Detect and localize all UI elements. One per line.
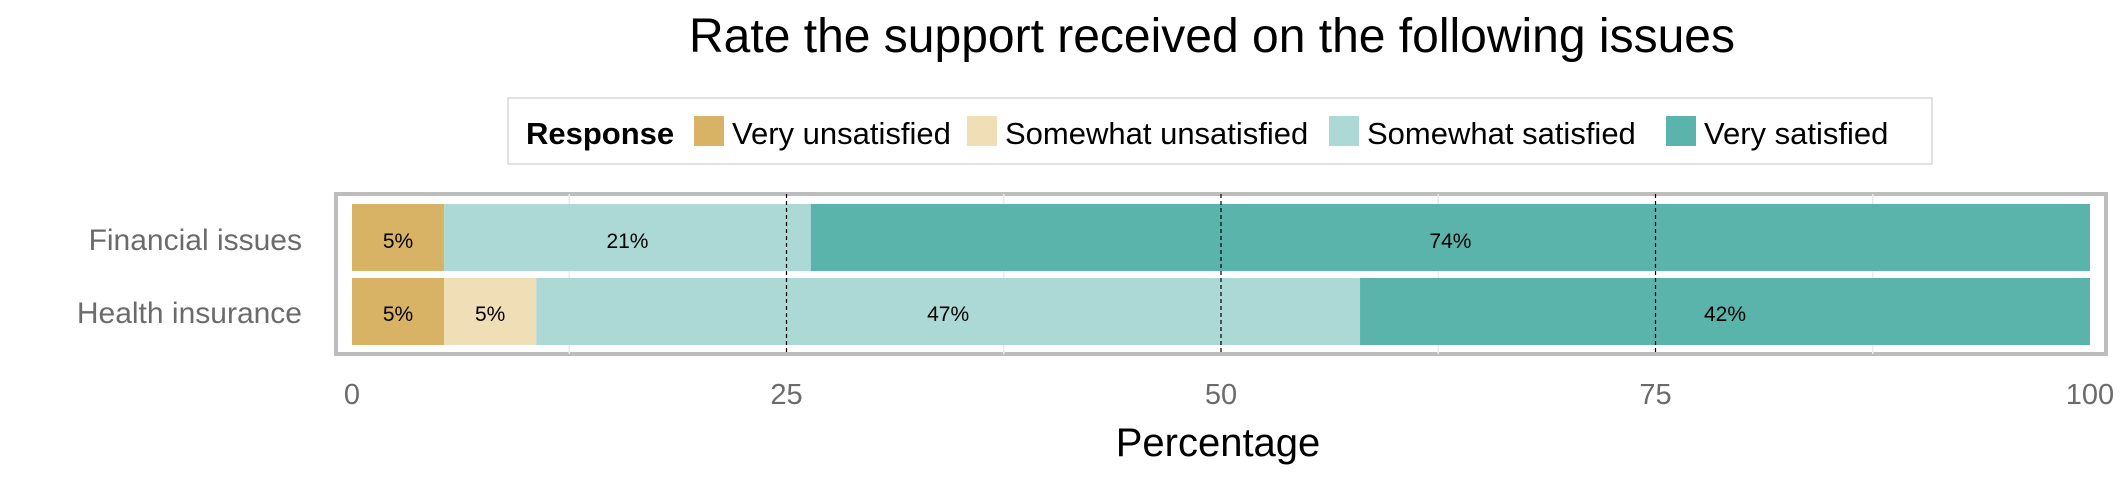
bar-segment (810, 204, 2090, 271)
bar-segment (536, 278, 1361, 345)
bar-value-label: 74% (1429, 230, 1471, 253)
x-axis-title: Percentage (1116, 421, 1321, 465)
bar-value-label: 5% (475, 303, 505, 326)
legend-swatch (694, 116, 724, 146)
bar-segment (444, 204, 811, 271)
legend-label: Very satisfied (1704, 116, 1888, 151)
legend-label: Somewhat unsatisfied (1005, 116, 1308, 151)
bar-value-label: 21% (606, 230, 648, 253)
legend-swatch (967, 116, 997, 146)
bar-value-label: 5% (383, 230, 413, 253)
bar-segment (1360, 278, 2090, 345)
bar-value-label: 5% (383, 303, 413, 326)
bar-segment (352, 204, 445, 271)
x-tick-label: 50 (1205, 379, 1237, 411)
legend-label: Very unsatisfied (732, 116, 951, 151)
legend-swatch (1666, 116, 1696, 146)
legend: Response Very unsatisfied Somewhat unsati… (507, 97, 1933, 165)
x-tick-label: 100 (2066, 379, 2114, 411)
category-label: Health insurance (77, 297, 302, 330)
legend-title: Response (526, 116, 674, 151)
chart-title: Rate the support received on the followi… (689, 10, 1735, 63)
category-label: Financial issues (89, 224, 302, 257)
bar-value-label: 47% (927, 303, 969, 326)
bar-segment (352, 278, 445, 345)
legend-swatch (1329, 116, 1359, 146)
bar-value-label: 42% (1704, 303, 1746, 326)
x-tick-label: 75 (1639, 379, 1671, 411)
legend-label: Somewhat satisfied (1367, 116, 1636, 151)
x-tick-label: 25 (770, 379, 802, 411)
x-tick-label: 0 (344, 379, 360, 411)
bar-segment (444, 278, 537, 345)
